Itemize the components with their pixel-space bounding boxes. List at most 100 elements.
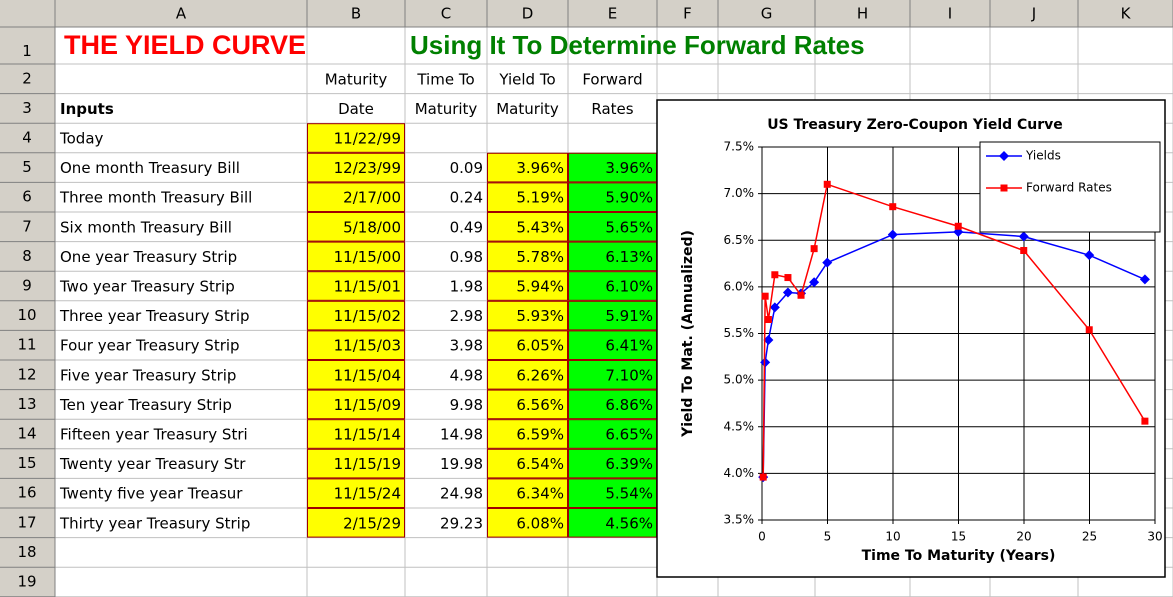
cell-value: 6.86% [605,396,653,414]
cell-border [487,360,568,390]
row-header: 15 [17,454,36,472]
cell-value: 5.93% [516,307,564,325]
cell-fill [307,271,405,301]
instrument: Three year Treasury Strip [59,307,250,325]
col-header: B [351,5,361,23]
cell-border [307,212,405,242]
y-tick-label: 5.0% [724,373,755,387]
x-tick-label: 5 [824,530,832,544]
cell-fill [568,300,657,331]
cell-fill [568,271,657,301]
maturity-date: 11/15/19 [334,455,401,473]
maturity-date: 11/22/99 [334,130,401,148]
instrument: Two year Treasury Strip [59,278,235,296]
x-tick-label: 30 [1147,530,1162,544]
marker [1139,274,1150,285]
cell-value: 4.56% [605,514,653,532]
maturity-date: 2/15/29 [343,514,401,532]
cell-fill [568,152,657,183]
cell-fill [568,360,657,390]
marker [1141,417,1149,425]
column-heading: Yield To [498,70,555,88]
cell-value: 6.54% [516,455,564,473]
cell-fill [487,360,568,390]
cell-fill [568,212,657,242]
instrument: Five year Treasury Strip [60,366,236,384]
cell-border [307,123,405,153]
cell-border [487,389,568,420]
row-header: 17 [17,513,36,531]
marker [761,292,769,300]
chart: US Treasury Zero-Coupon Yield Curve 3.5% 4… [656,99,1166,578]
cell-border [487,448,568,479]
cell-value: 6.41% [605,337,653,355]
cell-fill [487,182,568,212]
row-header: 14 [17,425,36,443]
col-header: F [683,5,692,23]
cell-border [307,271,405,301]
x-tick-label: 15 [951,530,966,544]
cell-fill [487,419,568,449]
instrument: Four year Treasury Strip [60,337,240,355]
sheet-title: THE YIELD CURVE [64,30,306,60]
row-header: 3 [22,99,32,117]
cell-value: 0.49 [450,218,483,236]
cell-fill [487,478,568,508]
instrument: Twenty year Treasury Str [59,455,246,473]
cell-value: 6.59% [516,426,564,444]
marker [1084,250,1095,261]
col-header: J [1031,5,1036,23]
maturity-date: 11/15/02 [334,307,401,325]
column-heading: Date [338,100,374,118]
cell-border [307,478,405,508]
cell-value: 29.23 [440,514,483,532]
cell-value: 5.65% [605,218,653,236]
marker [887,229,898,240]
cell-value: 0.09 [450,159,483,177]
cell-border [307,330,405,360]
cell-fill [307,508,405,538]
cell-value: 2.98 [450,307,483,325]
col-header: K [1121,5,1132,23]
cell-value: 5.43% [516,218,564,236]
row-header: 13 [17,395,36,413]
cell-border [307,389,405,420]
cell-value: 6.05% [516,337,564,355]
cell-fill [307,241,405,272]
cell-fill [487,330,568,360]
cell-border [487,152,568,183]
cell-value: 6.34% [516,485,564,503]
cell-value: 6.65% [605,426,653,444]
cell-border [487,330,568,360]
cell-fill [487,389,568,420]
cell-value: 5.19% [516,189,564,207]
cell-border [307,508,405,538]
row-header: 4 [22,129,32,147]
row-header: 6 [22,188,32,206]
cell-fill [307,152,405,183]
row-header: 18 [17,543,36,561]
cell-value: 0.98 [450,248,483,266]
cell-value: 24.98 [440,485,483,503]
cell-border [307,152,405,183]
row-header: 12 [17,365,36,383]
x-tick-label: 25 [1082,530,1097,544]
cell-fill [487,241,568,272]
row-header: 19 [17,573,36,591]
section-label: Inputs [60,100,114,118]
y-tick-label: 6.0% [724,279,755,293]
y-tick-label: 5.5% [724,326,755,340]
cell-border [487,271,568,301]
marker [1020,247,1028,255]
row-header: 16 [17,484,36,502]
row-header: 7 [22,217,32,235]
cell-border [307,419,405,449]
cell-value: 5.94% [516,278,564,296]
cell-fill [568,330,657,360]
cell-fill [487,271,568,301]
column-heading: Maturity [415,100,478,118]
cell-value: 7.10% [605,366,653,384]
cell-value: 6.13% [605,248,653,266]
col-header: H [857,5,868,23]
cell-fill [487,448,568,479]
